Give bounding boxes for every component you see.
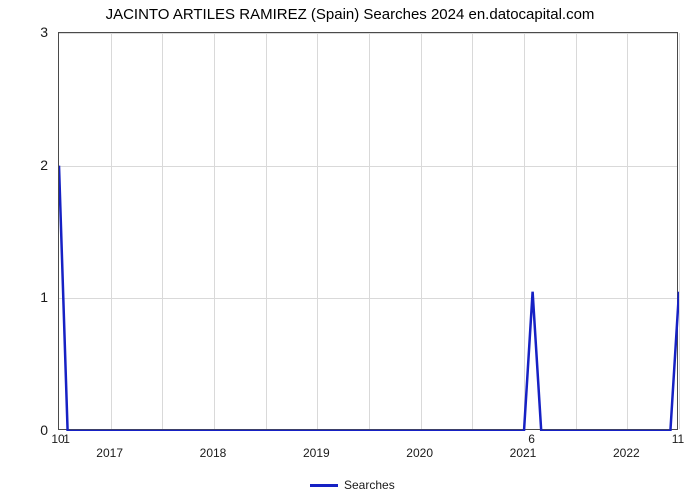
legend: Searches [310,478,395,492]
x-tick-point-label: 1 [63,432,70,446]
x-tick-point-label: 6 [528,432,535,446]
x-tick-year-label: 2019 [303,446,330,460]
plot-area [58,32,678,430]
y-tick-label: 2 [0,157,48,173]
x-tick-year-label: 2021 [510,446,537,460]
x-tick-year-label: 2022 [613,446,640,460]
y-tick-label: 1 [0,289,48,305]
x-tick-year-label: 2020 [406,446,433,460]
chart-title: JACINTO ARTILES RAMIREZ (Spain) Searches… [0,6,700,23]
chart-container: JACINTO ARTILES RAMIREZ (Spain) Searches… [0,0,700,500]
y-tick-label: 0 [0,422,48,438]
x-tick-point-label: 11 [672,432,684,446]
y-tick-label: 3 [0,24,48,40]
gridline-vertical [679,33,680,429]
x-tick-year-label: 2017 [96,446,123,460]
legend-label: Searches [344,478,395,492]
x-tick-year-label: 2018 [200,446,227,460]
legend-swatch [310,484,338,487]
line-series [59,33,679,431]
